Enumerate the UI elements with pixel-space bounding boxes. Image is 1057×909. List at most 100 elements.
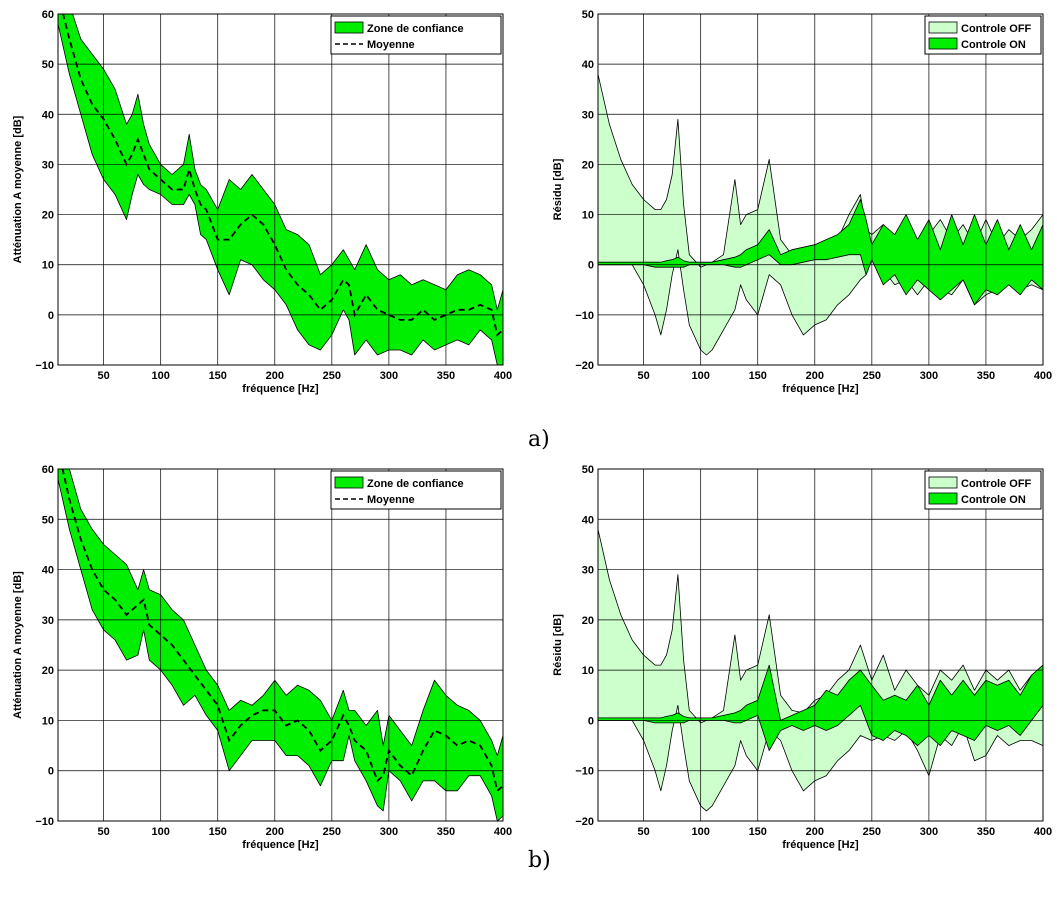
plot-frame	[597, 468, 1044, 822]
plot-frame	[57, 468, 504, 822]
y-tick-label: 30	[42, 159, 54, 171]
legend: Zone de confiance Moyenne	[330, 15, 502, 55]
y-tick-label: 10	[582, 210, 594, 222]
x-tick-label: 300	[380, 370, 398, 382]
y-tick-label: 50	[582, 9, 594, 21]
y-tick-label: 0	[48, 310, 54, 322]
y-tick-label: 0	[588, 715, 594, 727]
y-tick-label: 30	[42, 615, 54, 627]
x-tick-label: 150	[749, 826, 767, 838]
x-tick-label: 100	[692, 370, 710, 382]
y-tick-label: 40	[42, 109, 54, 121]
caption-a: a)	[528, 427, 550, 452]
y-tick-label: 30	[582, 109, 594, 121]
chart-residu-b: 50 100 150 200 250 300 350 400 −20 −10 0 10 20 30 40 50…	[552, 464, 1052, 851]
x-tick-label: 400	[494, 826, 512, 838]
plot-frame	[597, 13, 1044, 366]
caption-b: b)	[528, 848, 551, 873]
legend-label: Controle ON	[961, 39, 1026, 51]
y-tick-label: 50	[42, 514, 54, 526]
legend-swatch	[928, 37, 958, 50]
x-tick-label: 300	[920, 370, 938, 382]
x-tick-label: 250	[863, 826, 881, 838]
plot-frame	[57, 13, 504, 366]
y-tick-label: −10	[35, 360, 54, 372]
x-tick-label: 200	[266, 826, 284, 838]
series-band-first	[598, 528, 1043, 812]
legend-label: Zone de confiance	[367, 478, 464, 490]
legend-swatch	[928, 476, 958, 489]
series-mean-line	[62, 14, 503, 337]
legend-label: Controle OFF	[961, 23, 1032, 35]
x-tick-label: 150	[209, 370, 227, 382]
legend-swatch	[928, 21, 958, 34]
y-axis-label: Résidu [dB]	[552, 614, 564, 676]
y-tick-label: −10	[35, 816, 54, 828]
legend-swatch	[928, 492, 958, 505]
x-axis-label: fréquence [Hz]	[242, 383, 319, 395]
chart-attenuation-b: 50 100 150 200 250 300 350 400 −10 0 10 20 30 40 50 60 f…	[12, 464, 512, 851]
x-tick-label: 150	[749, 370, 767, 382]
x-tick-label: 100	[152, 370, 170, 382]
x-tick-label: 400	[1034, 826, 1052, 838]
x-tick-label: 250	[323, 370, 341, 382]
legend-label: Zone de confiance	[367, 23, 464, 35]
y-tick-label: 40	[582, 59, 594, 71]
x-tick-label: 350	[977, 370, 995, 382]
x-axis-label: fréquence [Hz]	[782, 383, 859, 395]
chart-residu-a: 50 100 150 200 250 300 350 400 −20 −10 0 10 20 30 40 50…	[552, 9, 1052, 395]
x-tick-label: 400	[494, 370, 512, 382]
x-tick-label: 200	[806, 370, 824, 382]
x-tick-label: 300	[380, 826, 398, 838]
series-band-first	[598, 73, 1043, 356]
x-tick-label: 400	[1034, 370, 1052, 382]
y-axis-label: Atténuation A moyenne [dB]	[12, 115, 24, 263]
legend: Zone de confiance Moyenne	[330, 470, 502, 510]
x-tick-label: 50	[98, 370, 110, 382]
x-tick-label: 200	[266, 370, 284, 382]
x-tick-label: 100	[152, 826, 170, 838]
y-tick-label: 10	[42, 260, 54, 272]
y-tick-label: −20	[575, 816, 594, 828]
y-tick-label: 20	[582, 615, 594, 627]
y-tick-label: 30	[582, 565, 594, 577]
y-tick-label: 60	[42, 464, 54, 476]
y-tick-label: −20	[575, 360, 594, 372]
y-tick-label: 0	[588, 260, 594, 272]
x-tick-label: 50	[638, 370, 650, 382]
y-tick-label: 50	[42, 59, 54, 71]
legend: Controle OFF Controle ON	[924, 15, 1042, 55]
y-tick-label: 40	[42, 565, 54, 577]
legend-swatch	[334, 21, 364, 34]
x-tick-label: 100	[692, 826, 710, 838]
y-axis-label: Atténuation A moyenne [dB]	[12, 571, 24, 719]
y-tick-label: 20	[42, 210, 54, 222]
legend-label: Moyenne	[367, 39, 415, 51]
y-tick-label: 20	[42, 665, 54, 677]
plot-area	[58, 469, 503, 821]
plot-area	[58, 14, 503, 365]
y-tick-label: 20	[582, 159, 594, 171]
x-axis-label: fréquence [Hz]	[242, 839, 319, 851]
x-tick-label: 350	[977, 826, 995, 838]
y-tick-label: 0	[48, 766, 54, 778]
x-tick-label: 350	[437, 826, 455, 838]
y-tick-label: 10	[582, 665, 594, 677]
y-tick-label: −10	[575, 766, 594, 778]
y-tick-label: 40	[582, 514, 594, 526]
y-axis-label: Résidu [dB]	[552, 158, 564, 220]
y-tick-label: 50	[582, 464, 594, 476]
x-tick-label: 150	[209, 826, 227, 838]
x-axis-label: fréquence [Hz]	[782, 839, 859, 851]
x-tick-label: 50	[638, 826, 650, 838]
series-band-first	[58, 469, 503, 821]
legend-swatch	[334, 476, 364, 489]
x-tick-label: 50	[98, 826, 110, 838]
series-band-first	[58, 14, 503, 365]
legend-label: Controle OFF	[961, 478, 1032, 490]
x-tick-label: 250	[863, 370, 881, 382]
x-tick-label: 200	[806, 826, 824, 838]
chart-attenuation-a: 50 100 150 200 250 300 350 400 −10 0 10 20 30 40 50 60 f…	[12, 9, 512, 395]
legend-box	[330, 15, 502, 55]
